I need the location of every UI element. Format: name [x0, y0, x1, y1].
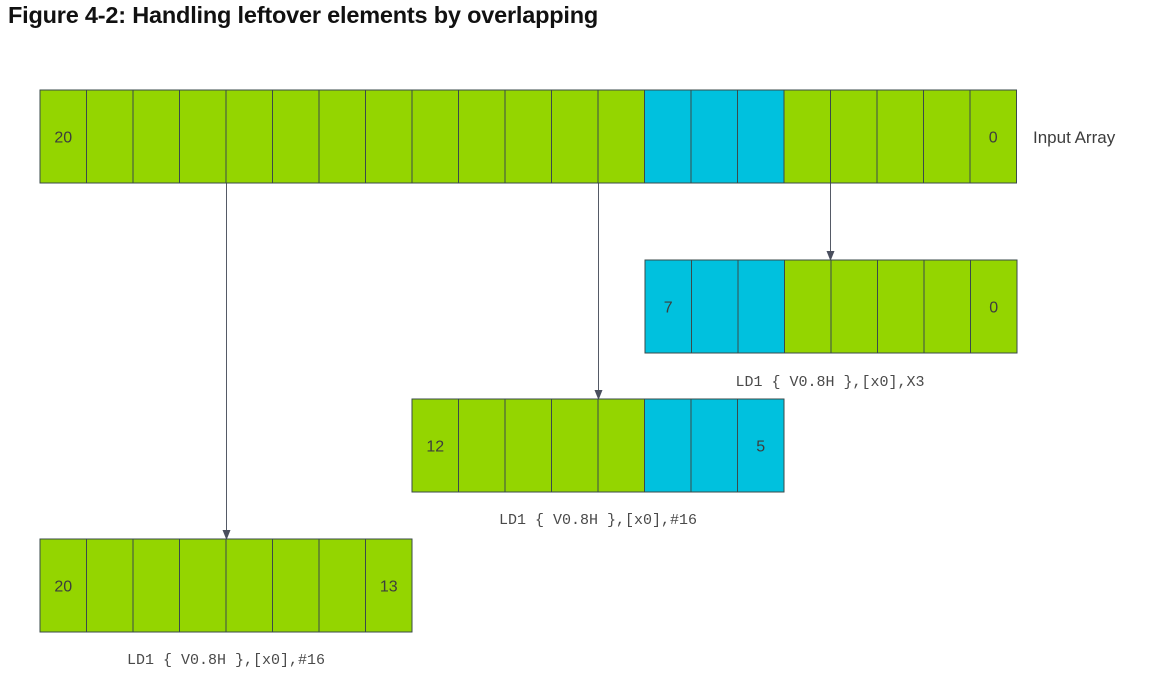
input-array-cell [690, 89, 738, 184]
figure-title: Figure 4-2: Handling leftover elements b… [8, 2, 599, 28]
load-x3-cell [830, 259, 878, 354]
load-mid-cell [458, 398, 506, 493]
input-array-cell [318, 89, 366, 184]
load-first-cell [132, 538, 180, 633]
instruction-load-x3: LD1 { V0.8H },[x0],X3 [735, 374, 924, 391]
input-array-cell [458, 89, 506, 184]
load-x3-cell [970, 259, 1018, 354]
instruction-load-mid: LD1 { V0.8H },[x0],#16 [499, 512, 697, 529]
input-array-cell [597, 89, 645, 184]
load-x3-cell [784, 259, 832, 354]
instruction-load-first: LD1 { V0.8H },[x0],#16 [127, 652, 325, 669]
load-mid-cell [411, 398, 459, 493]
input-array-cell [876, 89, 924, 184]
input-array-cell [504, 89, 552, 184]
input-array-cell [39, 89, 87, 184]
load-first-cell [365, 538, 413, 633]
input-array-cell [783, 89, 831, 184]
load-mid-cell [690, 398, 738, 493]
load-x3-last-index: 0 [989, 300, 998, 317]
load-x3-cell [877, 259, 925, 354]
input-array-cell [411, 89, 459, 184]
load-first-cell [318, 538, 366, 633]
load-first-row: 20 13 [39, 538, 413, 633]
load-x3-cell [691, 259, 739, 354]
input-array-cell [923, 89, 971, 184]
load-first-last-index: 13 [380, 579, 398, 596]
load-first-cell [179, 538, 227, 633]
input-array-cell [179, 89, 227, 184]
input-array-cell [132, 89, 180, 184]
input-array-cell [225, 89, 273, 184]
input-array-row: 20 0 [39, 89, 1017, 184]
input-array-cell [830, 89, 878, 184]
load-x3-first-index: 7 [664, 300, 673, 317]
load-x3-cell [923, 259, 971, 354]
load-mid-cell [504, 398, 552, 493]
load-first-cell [86, 538, 134, 633]
load-mid-cell [597, 398, 645, 493]
input-array-last-index: 0 [989, 130, 998, 147]
load-x3-cell [737, 259, 785, 354]
load-mid-cell [644, 398, 692, 493]
input-array-cell [86, 89, 134, 184]
arrows-group [222, 183, 835, 540]
load-first-cell [225, 538, 273, 633]
load-mid-cell [737, 398, 785, 493]
load-first-first-index: 20 [54, 579, 72, 596]
input-array-cell [737, 89, 785, 184]
input-array-cell [365, 89, 413, 184]
load-first-cell [272, 538, 320, 633]
input-array-label: Input Array [1033, 128, 1116, 147]
input-array-cell [644, 89, 692, 184]
load-mid-row: 12 5 [411, 398, 785, 493]
input-array-cell [272, 89, 320, 184]
input-array-cell [551, 89, 599, 184]
load-mid-first-index: 12 [426, 439, 444, 456]
load-mid-last-index: 5 [756, 439, 765, 456]
input-array-cell [969, 89, 1017, 184]
load-first-cell [39, 538, 87, 633]
load-mid-cell [551, 398, 599, 493]
input-array-first-index: 20 [54, 130, 72, 147]
